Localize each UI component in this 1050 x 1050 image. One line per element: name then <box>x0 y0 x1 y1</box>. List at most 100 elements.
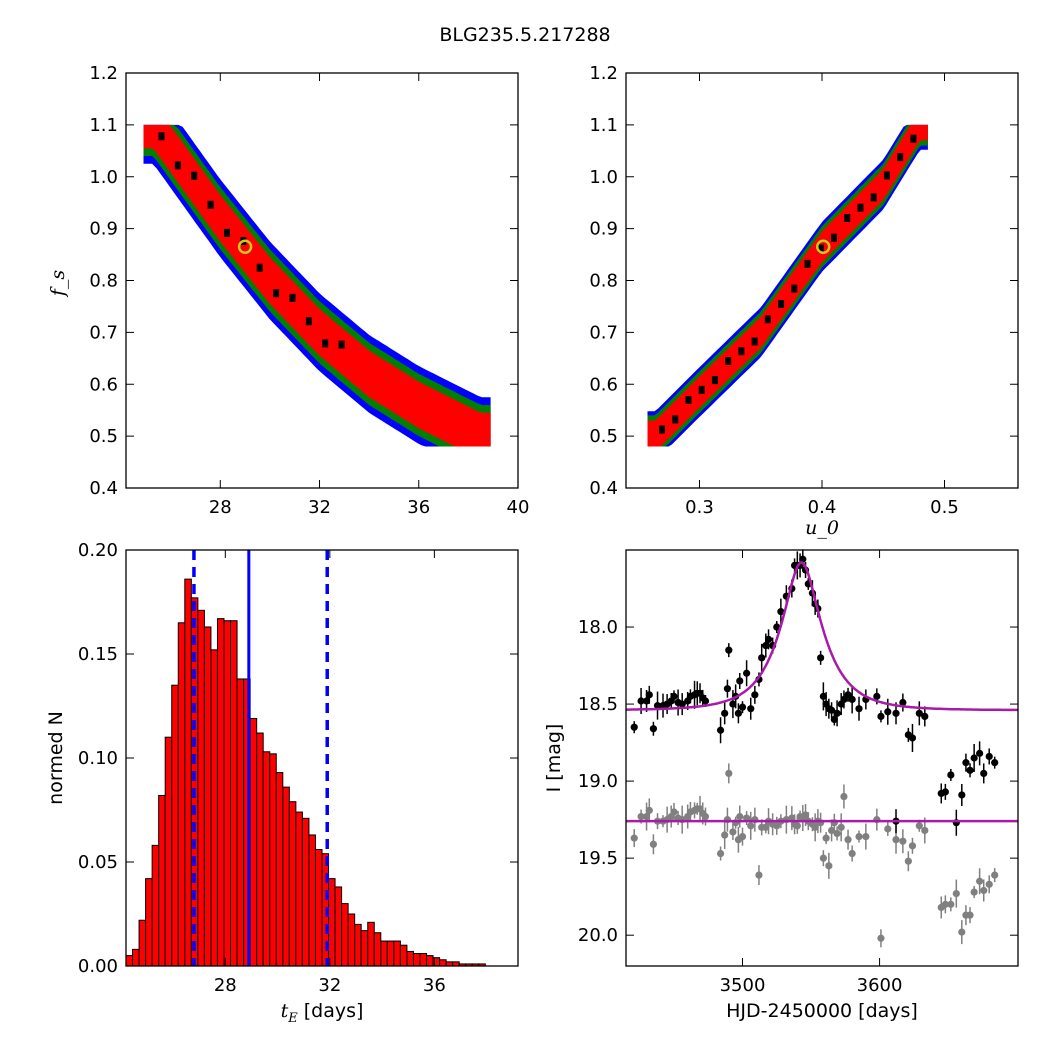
histogram-bar <box>373 932 382 967</box>
histogram-bar <box>164 736 173 967</box>
data-point <box>904 857 912 865</box>
data-point <box>908 734 917 742</box>
y-tick-label: 1.1 <box>89 115 118 136</box>
data-point <box>915 822 923 830</box>
data-point <box>985 880 993 888</box>
data-point <box>762 823 770 831</box>
data-point <box>736 677 744 685</box>
data-point <box>862 832 870 841</box>
best-region-cell <box>857 203 864 212</box>
data-point <box>811 823 819 831</box>
y-tick-label: 20.0 <box>578 925 618 946</box>
y-tick-label: 0.9 <box>89 219 118 240</box>
data-point <box>801 811 810 819</box>
y-tick-label: 1.2 <box>589 63 618 84</box>
data-point <box>844 691 852 699</box>
data-point <box>819 692 827 700</box>
data-point <box>817 654 825 662</box>
y-tick-label: 1.2 <box>89 63 118 84</box>
histogram-bar <box>223 620 232 967</box>
best-region-cell <box>764 315 771 324</box>
y-tick-label: 18.0 <box>578 617 618 638</box>
histogram-bar <box>328 878 336 967</box>
y-tick-label: 0.00 <box>78 956 118 977</box>
x-axis-label-units: [days] <box>298 1000 364 1022</box>
histogram-bar <box>171 684 179 967</box>
data-point <box>827 706 836 714</box>
y-tick-label: 0.5 <box>589 426 618 447</box>
histogram-bar <box>354 923 362 967</box>
best-region-cell <box>897 153 904 162</box>
data-point <box>947 771 955 779</box>
histogram-bar <box>151 844 160 967</box>
data-point <box>747 822 755 830</box>
best-region-cell <box>831 233 838 242</box>
x-tick-label: 40 <box>507 497 530 518</box>
data-point <box>941 788 949 796</box>
y-tick-label: 1.0 <box>589 167 618 188</box>
y-tick-label: 0.15 <box>78 644 118 665</box>
data-point <box>980 769 988 778</box>
histogram-bar <box>334 886 343 967</box>
panel-light-curve: 3500 3600 18.0 18.5 19.0 19.5 20.0 I [mag] HJD-2… <box>543 549 1019 1022</box>
best-region-cell <box>191 171 198 180</box>
data-point <box>830 715 838 724</box>
data-point <box>788 814 796 822</box>
best-region-cell <box>725 356 732 365</box>
data-point <box>764 635 773 643</box>
y-tick-label: 19.5 <box>578 848 618 869</box>
data-point <box>970 888 978 896</box>
histogram-bar <box>256 732 264 967</box>
data-point <box>873 692 881 700</box>
x-tick-label: 3500 <box>720 975 766 996</box>
best-region-cell <box>778 299 785 308</box>
best-region-cell <box>305 317 312 326</box>
data-point <box>892 836 900 844</box>
y-tick-label: 0.8 <box>589 271 618 292</box>
data-point <box>729 828 737 836</box>
histogram-bar <box>132 948 140 967</box>
data-point <box>630 834 638 842</box>
histogram-bar <box>269 753 277 967</box>
x-axis-label: tE [days] <box>281 1000 364 1026</box>
data-point <box>844 836 852 844</box>
y-tick-label: 18.5 <box>578 694 618 715</box>
data-point <box>701 812 710 821</box>
x-tick-label: 28 <box>209 497 232 518</box>
data-point <box>721 709 729 717</box>
data-point <box>825 862 833 870</box>
y-tick-label: 0.20 <box>78 540 118 561</box>
data-point <box>855 832 863 841</box>
data-point <box>747 705 755 713</box>
model-curve <box>626 561 1019 712</box>
data-point <box>670 808 678 816</box>
x-axis-label: HJD-2450000 [days] <box>726 1000 918 1022</box>
histogram-bar <box>314 849 323 967</box>
data-point <box>899 698 907 707</box>
histogram-bar <box>380 940 388 967</box>
best-region-cell <box>804 259 811 268</box>
histogram-bar <box>138 919 147 967</box>
histogram-bar <box>282 786 290 967</box>
y-tick-label: 0.4 <box>589 478 618 499</box>
data-point <box>701 697 710 705</box>
data-point <box>822 834 830 842</box>
data-point <box>840 695 848 704</box>
data-point <box>751 691 759 699</box>
x-axis-label-subscript: E <box>287 1011 298 1026</box>
histogram-bar <box>230 620 238 967</box>
best-region-cell <box>256 263 263 272</box>
data-point <box>637 812 645 821</box>
best-region-cell <box>289 293 296 302</box>
data-point <box>743 814 751 822</box>
data-point <box>877 712 885 721</box>
x-tick-label: 0.3 <box>685 497 714 518</box>
data-point <box>837 823 845 831</box>
histogram-bar <box>393 940 401 967</box>
data-point <box>670 692 678 700</box>
x-axis-label: u_0 <box>805 517 839 539</box>
y-tick-label: 0.05 <box>78 852 118 873</box>
x-tick-label: 36 <box>407 497 430 518</box>
data-point <box>738 832 747 841</box>
best-region-cell <box>685 395 692 404</box>
